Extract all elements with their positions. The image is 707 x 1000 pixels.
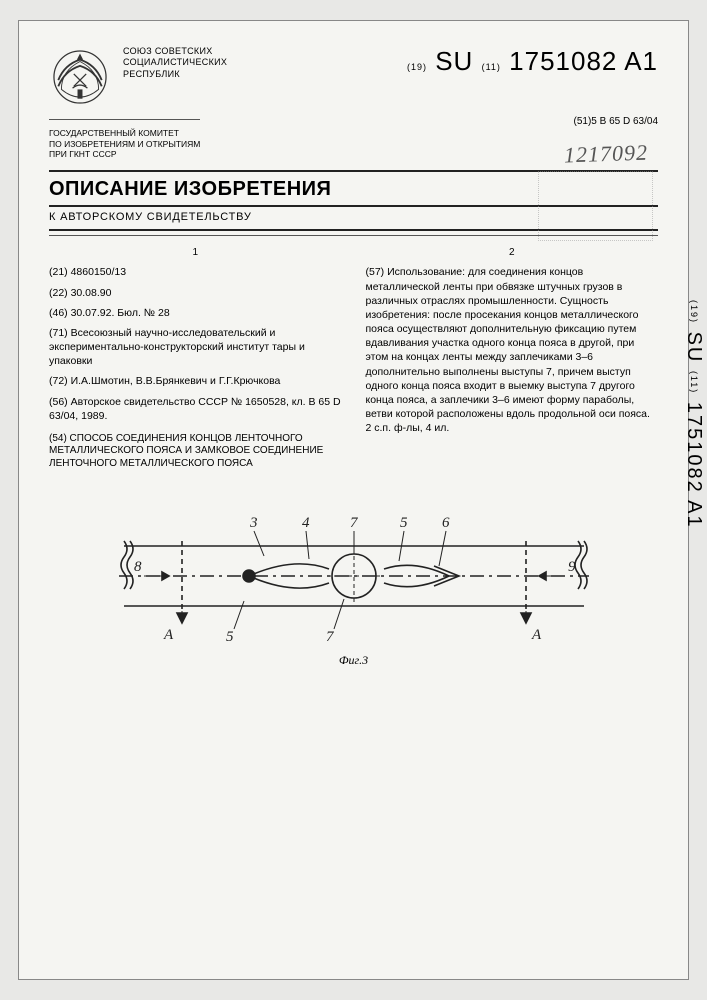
side-number: 1751082 A1	[683, 402, 705, 529]
union-line3: РЕСПУБЛИК	[123, 69, 227, 80]
pub-country: SU	[435, 46, 473, 76]
ipc-prefix: (51)5	[573, 116, 596, 127]
committee-name: ГОСУДАРСТВЕННЫЙ КОМИТЕТ ПО ИЗОБРЕТЕНИЯМ …	[49, 116, 200, 160]
column-right: 2 (57) Использование: для соединения кон…	[366, 246, 659, 477]
field-54: (54) СПОСОБ СОЕДИНЕНИЯ КОНЦОВ ЛЕНТОЧНОГО…	[49, 433, 342, 471]
figure-3-diagram: 3 4 7 5 6 8 9 A A 5 7	[94, 511, 614, 661]
field-71: (71) Всесоюзный научно-исследовательский…	[49, 326, 342, 369]
field-57: (57) Использование: для соединения концо…	[366, 265, 659, 435]
pub-number: 1751082	[509, 46, 617, 76]
fig-label-8: 8	[134, 559, 142, 575]
fig-label-6: 6	[442, 515, 450, 531]
fig-label-3: 3	[249, 515, 258, 531]
stamp-box-icon	[538, 171, 653, 241]
fig-label-9: 9	[568, 559, 576, 575]
committee-line3: ПРИ ГКНТ СССР	[49, 149, 200, 160]
registry-stamp: 1217092	[564, 140, 649, 169]
divider-icon	[49, 119, 200, 120]
fig-label-5: 5	[400, 515, 408, 531]
fig-label-4: 4	[302, 515, 310, 531]
fig-label-a-left: A	[163, 627, 174, 643]
union-line1: СОЮЗ СОВЕТСКИХ	[123, 46, 227, 57]
side-publication-number: (19) SU (11) 1751082 A1	[682, 300, 705, 529]
field-72: (72) И.А.Шмотин, В.В.Брянкевич и Г.Г.Крю…	[49, 374, 342, 388]
side-prefix-11: (11)	[689, 371, 699, 394]
field-22: (22) 30.08.90	[49, 286, 342, 300]
ipc-code: В 65 D 63/04	[600, 116, 658, 127]
side-prefix-19: (19)	[689, 300, 699, 324]
fig-label-7b: 7	[326, 629, 335, 645]
figure-caption: Фиг.3	[49, 653, 658, 668]
column-left: 1 (21) 4860150/13 (22) 30.08.90 (46) 30.…	[49, 246, 342, 477]
col2-number: 2	[366, 246, 659, 260]
pub-prefix-19: (19)	[407, 62, 427, 72]
ussr-emblem-icon	[49, 46, 111, 108]
publication-number-block: (19) SU (11) 1751082 A1	[407, 46, 658, 77]
union-line2: СОЦИАЛИСТИЧЕСКИХ	[123, 57, 227, 68]
fig-label-7: 7	[350, 515, 359, 531]
figure-area: 3 4 7 5 6 8 9 A A 5 7 Фиг.3	[49, 511, 658, 691]
committee-line1: ГОСУДАРСТВЕННЫЙ КОМИТЕТ	[49, 128, 200, 139]
fig-label-5b: 5	[226, 629, 234, 645]
field-46: (46) 30.07.92. Бюл. № 28	[49, 306, 342, 320]
col1-number: 1	[49, 246, 342, 260]
biblio-columns: 1 (21) 4860150/13 (22) 30.08.90 (46) 30.…	[49, 246, 658, 477]
committee-line2: ПО ИЗОБРЕТЕНИЯМ И ОТКРЫТИЯМ	[49, 139, 200, 150]
ipc-classification: (51)5 В 65 D 63/04	[573, 116, 658, 127]
union-name: СОЮЗ СОВЕТСКИХ СОЦИАЛИСТИЧЕСКИХ РЕСПУБЛИ…	[123, 46, 227, 80]
patent-page: СОЮЗ СОВЕТСКИХ СОЦИАЛИСТИЧЕСКИХ РЕСПУБЛИ…	[18, 20, 689, 980]
field-21: (21) 4860150/13	[49, 265, 342, 279]
side-country: SU	[683, 332, 705, 364]
field-56: (56) Авторское свидетельство СССР № 1650…	[49, 395, 342, 423]
fig-label-a-right: A	[531, 627, 542, 643]
header-row: СОЮЗ СОВЕТСКИХ СОЦИАЛИСТИЧЕСКИХ РЕСПУБЛИ…	[49, 46, 658, 108]
pub-kind: A1	[624, 46, 658, 76]
pub-prefix-11: (11)	[482, 62, 501, 72]
